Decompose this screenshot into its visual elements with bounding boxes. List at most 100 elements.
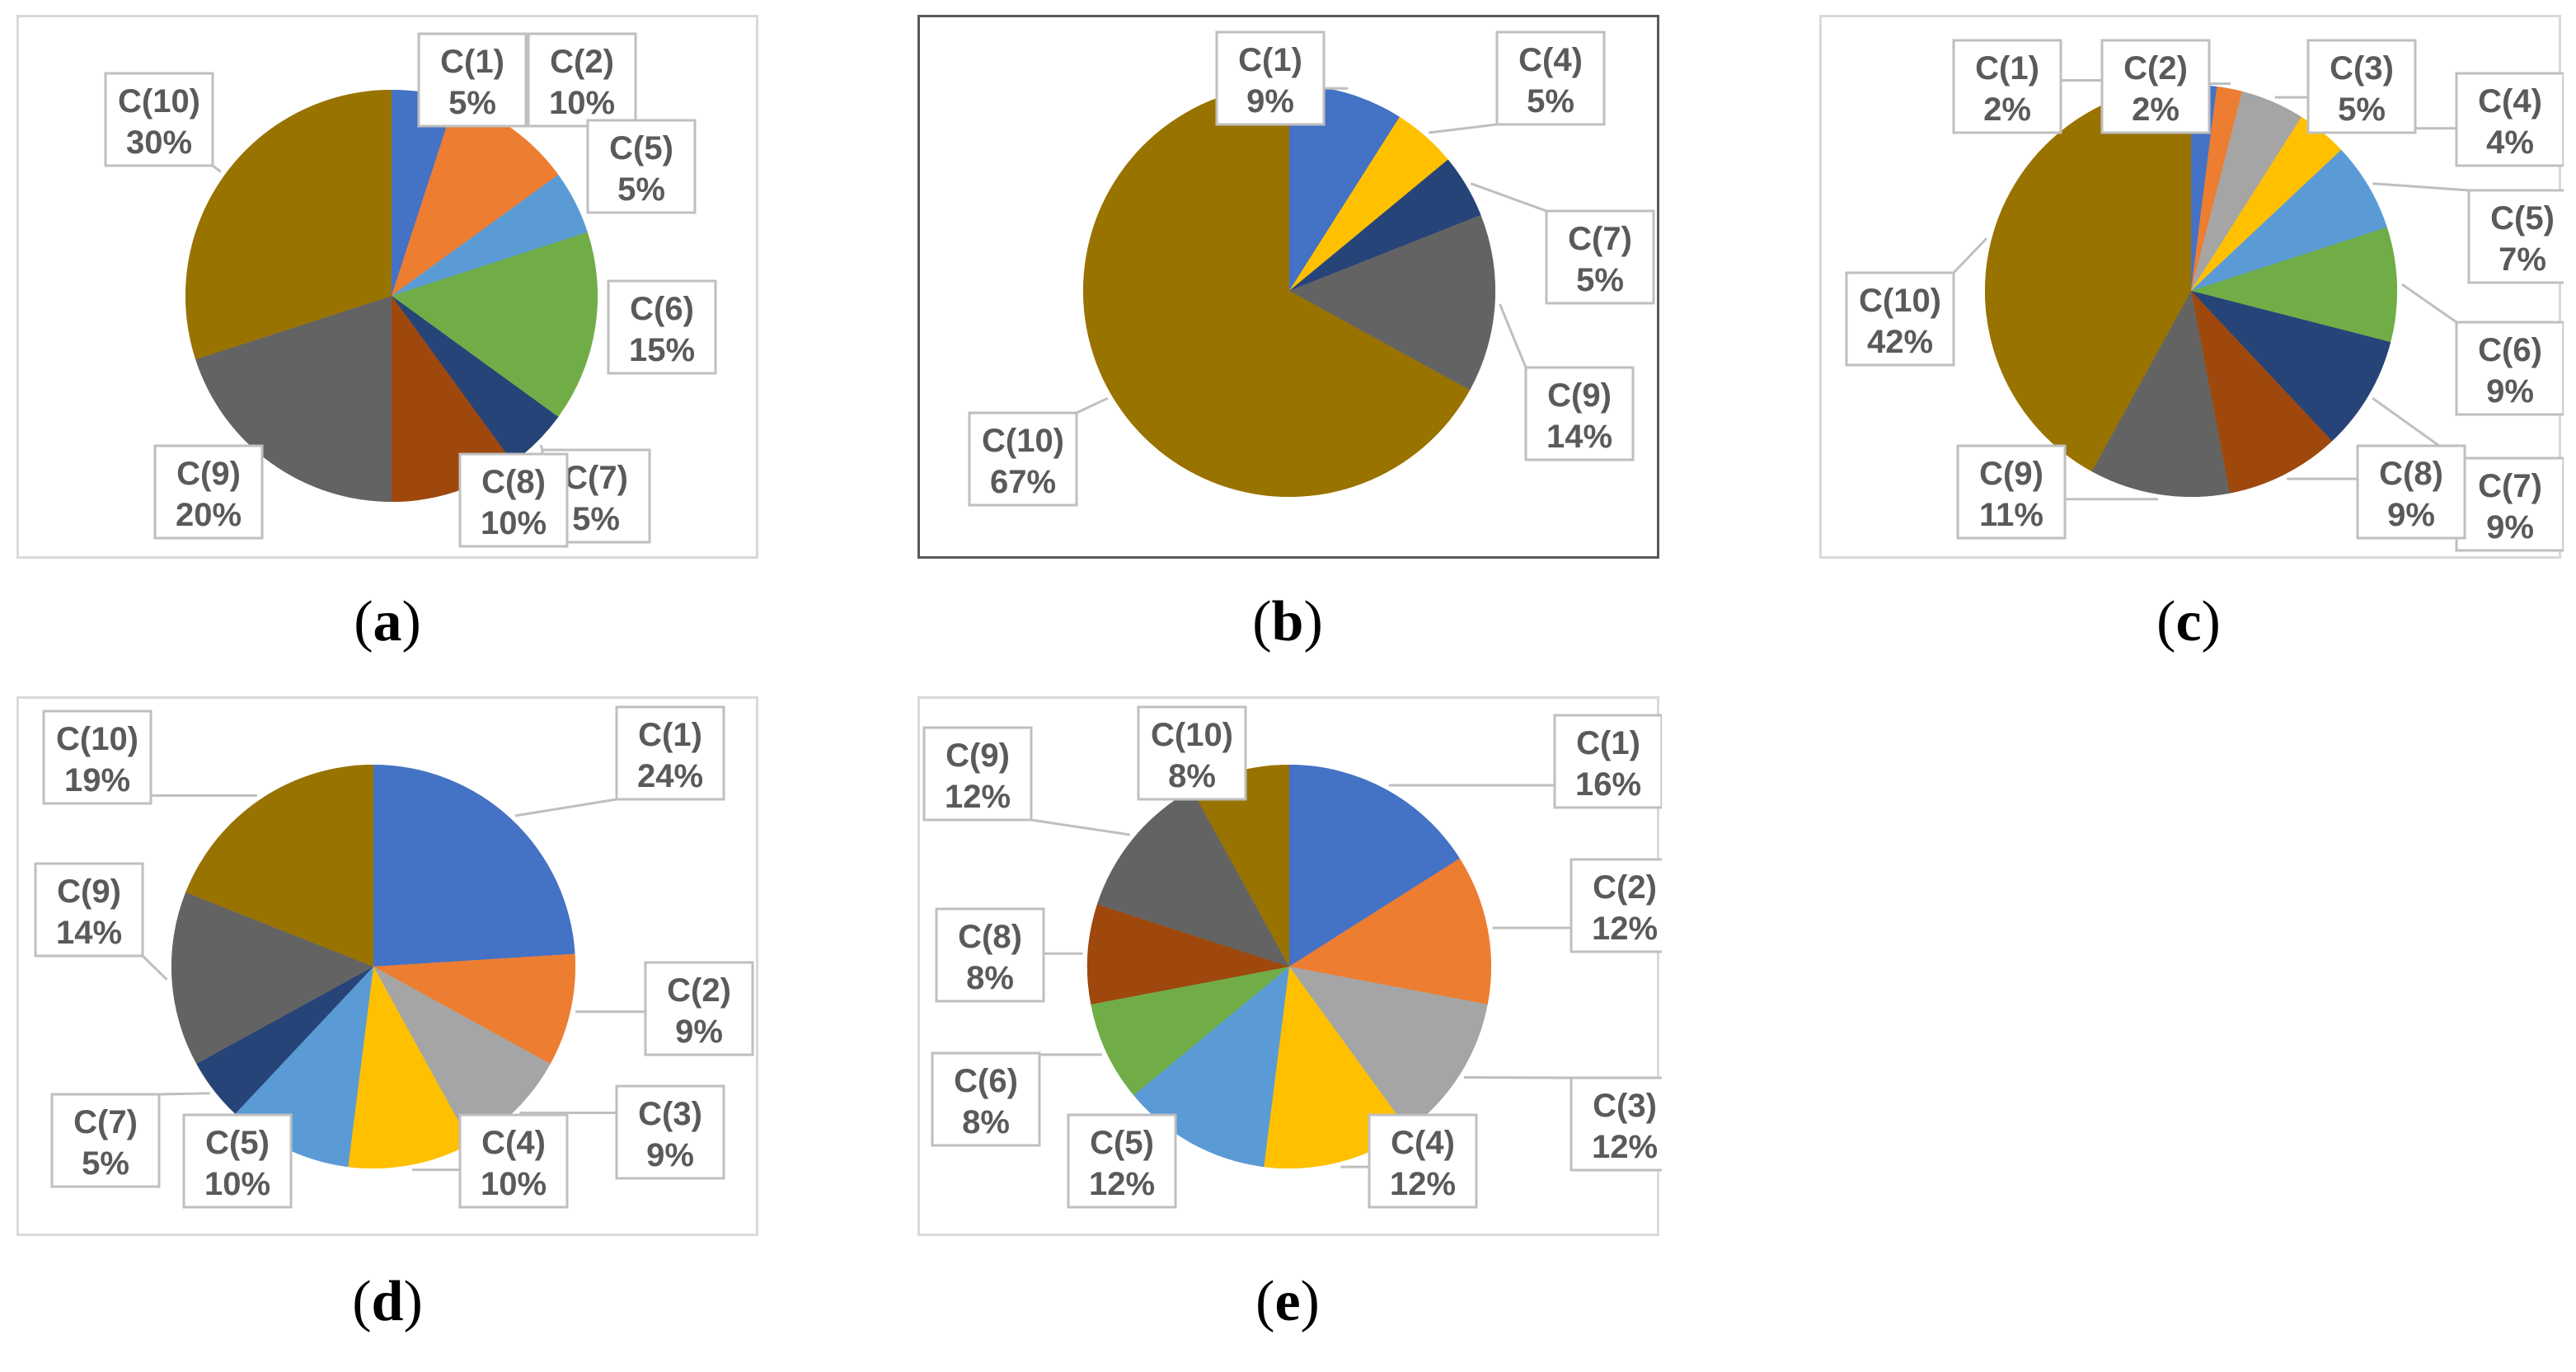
label-box-e-c5	[1067, 1113, 1177, 1209]
slice-percent-label: 12%	[1089, 1166, 1155, 1202]
label-box-d-c4	[458, 1113, 569, 1209]
slice-percent-label: 14%	[56, 915, 122, 951]
slice-category-label: C(4)	[2478, 83, 2542, 119]
slice-category-label: C(2)	[667, 972, 731, 1009]
label-box-a-c10	[104, 72, 214, 167]
label-box-e-c10	[1137, 705, 1247, 801]
slice-percent-label: 9%	[675, 1014, 723, 1050]
pie-chart-a: C(1) 5% C(2) 10% C(5) 5% C(6) 15% C(7) 5% C(8) 10% C…	[104, 32, 717, 548]
label-box-b-c7	[1545, 209, 1655, 305]
slice-category-label: C(10)	[56, 721, 138, 757]
leader-line-b-c4	[1429, 123, 1498, 134]
pie-slice-shade-d-c7	[196, 967, 373, 1114]
slice-percent-label: 5%	[1527, 83, 1574, 119]
slice-category-label: C(3)	[1593, 1088, 1657, 1124]
chart-frame-c: C(1) 2% C(2) 2% C(3) 5% C(4) 4% C(5) 7% C(6) 9% C(7)…	[1819, 15, 2564, 559]
slice-category-label: C(4)	[481, 1125, 546, 1161]
slice-category-label: C(7)	[564, 460, 628, 496]
label-box-a-c6	[607, 279, 717, 375]
slice-category-label: C(9)	[945, 738, 1010, 774]
slice-category-label: C(5)	[205, 1125, 270, 1161]
data-labels-e: C(1) 16% C(2) 12% C(3) 12% C(4) 12% C(5) 12% C(6) 8…	[922, 705, 1662, 1209]
slice-category-label: C(10)	[1151, 717, 1233, 753]
slice-percent-label: 9%	[2486, 509, 2534, 546]
pie-slice-shade-e-c9	[1096, 789, 1289, 967]
label-box-c-c4	[2455, 72, 2564, 167]
slice-category-label: C(7)	[1568, 221, 1632, 257]
pie-slices-d	[171, 765, 576, 1169]
slice-category-label: C(7)	[2478, 468, 2542, 504]
pie-slice-shade-c-c3	[2191, 91, 2302, 291]
chart-frame-b: C(1) 9% C(4) 5% C(7) 5% C(9) 14% C(10) 67%	[917, 15, 1659, 559]
leader-line-d-c9	[141, 954, 168, 981]
pie-slice-shade-a-c6	[392, 232, 598, 417]
caption-c: (c)	[2156, 590, 2221, 653]
label-box-e-c8	[935, 907, 1045, 1003]
pie-slice-shade-e-c2	[1289, 858, 1492, 1004]
slice-category-label: C(8)	[2379, 456, 2443, 492]
leader-lines-d	[141, 794, 645, 1172]
pie-slice-shade-d-c4	[348, 967, 472, 1169]
slice-category-label: C(1)	[1238, 42, 1302, 78]
slice-percent-label: 9%	[2486, 373, 2534, 410]
slice-category-label: C(1)	[440, 44, 504, 80]
pie-slice-shade-e-c6	[1091, 967, 1289, 1096]
leader-line-c-c10	[1952, 237, 1988, 274]
slice-percent-label: 5%	[82, 1145, 129, 1182]
slice-category-label: C(6)	[954, 1063, 1018, 1099]
pie-chart-d: C(1) 24% C(2) 9% C(3) 9% C(4) 10% C(5) 10% C(7) 5% C…	[34, 705, 754, 1209]
leader-line-e-c9	[1030, 818, 1130, 836]
label-box-c-c5	[2467, 189, 2564, 284]
label-box-b-c4	[1495, 30, 1606, 126]
label-box-b-c10	[968, 411, 1078, 507]
slice-percent-label: 16%	[1575, 766, 1641, 803]
caption-a: (a)	[354, 590, 421, 653]
slice-percent-label: 5%	[1576, 262, 1624, 298]
label-box-c-c10	[1845, 271, 1955, 367]
pie-chart-e: C(1) 16% C(2) 12% C(3) 12% C(4) 12% C(5) 12% C(6) 8…	[922, 705, 1662, 1209]
caption-e: (e)	[1255, 1270, 1320, 1333]
slice-percent-label: 30%	[126, 124, 192, 161]
pie-slices-a	[185, 90, 598, 502]
leader-line-a-c10	[212, 164, 222, 173]
slice-category-label: C(8)	[481, 464, 546, 500]
label-box-d-c10	[42, 709, 152, 805]
label-box-a-c2	[527, 32, 637, 128]
slice-category-label: C(9)	[57, 873, 121, 910]
slice-category-label: C(1)	[1975, 50, 2039, 87]
label-box-a-c5	[586, 119, 697, 214]
pie-slice-shade-c-c9	[2091, 291, 2230, 498]
slice-category-label: C(6)	[2478, 332, 2542, 368]
slice-percent-label: 5%	[572, 501, 620, 537]
slice-category-label: C(5)	[2490, 200, 2555, 236]
slice-category-label: C(8)	[958, 919, 1022, 955]
slice-category-label: C(1)	[638, 717, 702, 753]
label-box-e-c6	[931, 1051, 1041, 1147]
pie-slice-shade-c-c5	[2191, 149, 2387, 291]
leader-line-b-c7	[1470, 182, 1547, 213]
label-box-d-c7	[50, 1093, 161, 1188]
chart-frame-a: C(1) 5% C(2) 10% C(5) 5% C(6) 15% C(7) 5% C(8) 10% C…	[16, 15, 758, 559]
slice-percent-label: 9%	[1246, 83, 1294, 119]
leader-lines-b	[1076, 87, 1547, 414]
slice-category-label: C(5)	[1090, 1125, 1154, 1161]
label-box-d-c5	[182, 1113, 293, 1209]
pie-slice-shade-a-c8	[392, 296, 513, 502]
slice-category-label: C(5)	[609, 130, 673, 166]
pie-slice-shade-a-c9	[195, 296, 392, 502]
slice-percent-label: 9%	[646, 1137, 694, 1173]
label-box-b-c1	[1215, 30, 1326, 126]
label-box-e-c9	[922, 726, 1033, 822]
data-labels-d: C(1) 24% C(2) 9% C(3) 9% C(4) 10% C(5) 10% C(7) 5% C…	[34, 705, 754, 1209]
slice-category-label: C(3)	[2330, 50, 2394, 87]
leader-line-d-c7	[158, 1092, 210, 1096]
leader-line-d-c1	[514, 798, 617, 817]
slice-percent-label: 7%	[2499, 241, 2546, 278]
label-box-d-c2	[644, 961, 754, 1056]
slice-category-label: C(10)	[118, 83, 200, 119]
slice-category-label: C(1)	[1576, 725, 1640, 761]
label-box-e-c3	[1570, 1076, 1662, 1172]
slice-percent-label: 10%	[204, 1166, 270, 1202]
pie-slice-shade-b-c9	[1289, 214, 1495, 391]
slice-percent-label: 5%	[2338, 91, 2386, 128]
